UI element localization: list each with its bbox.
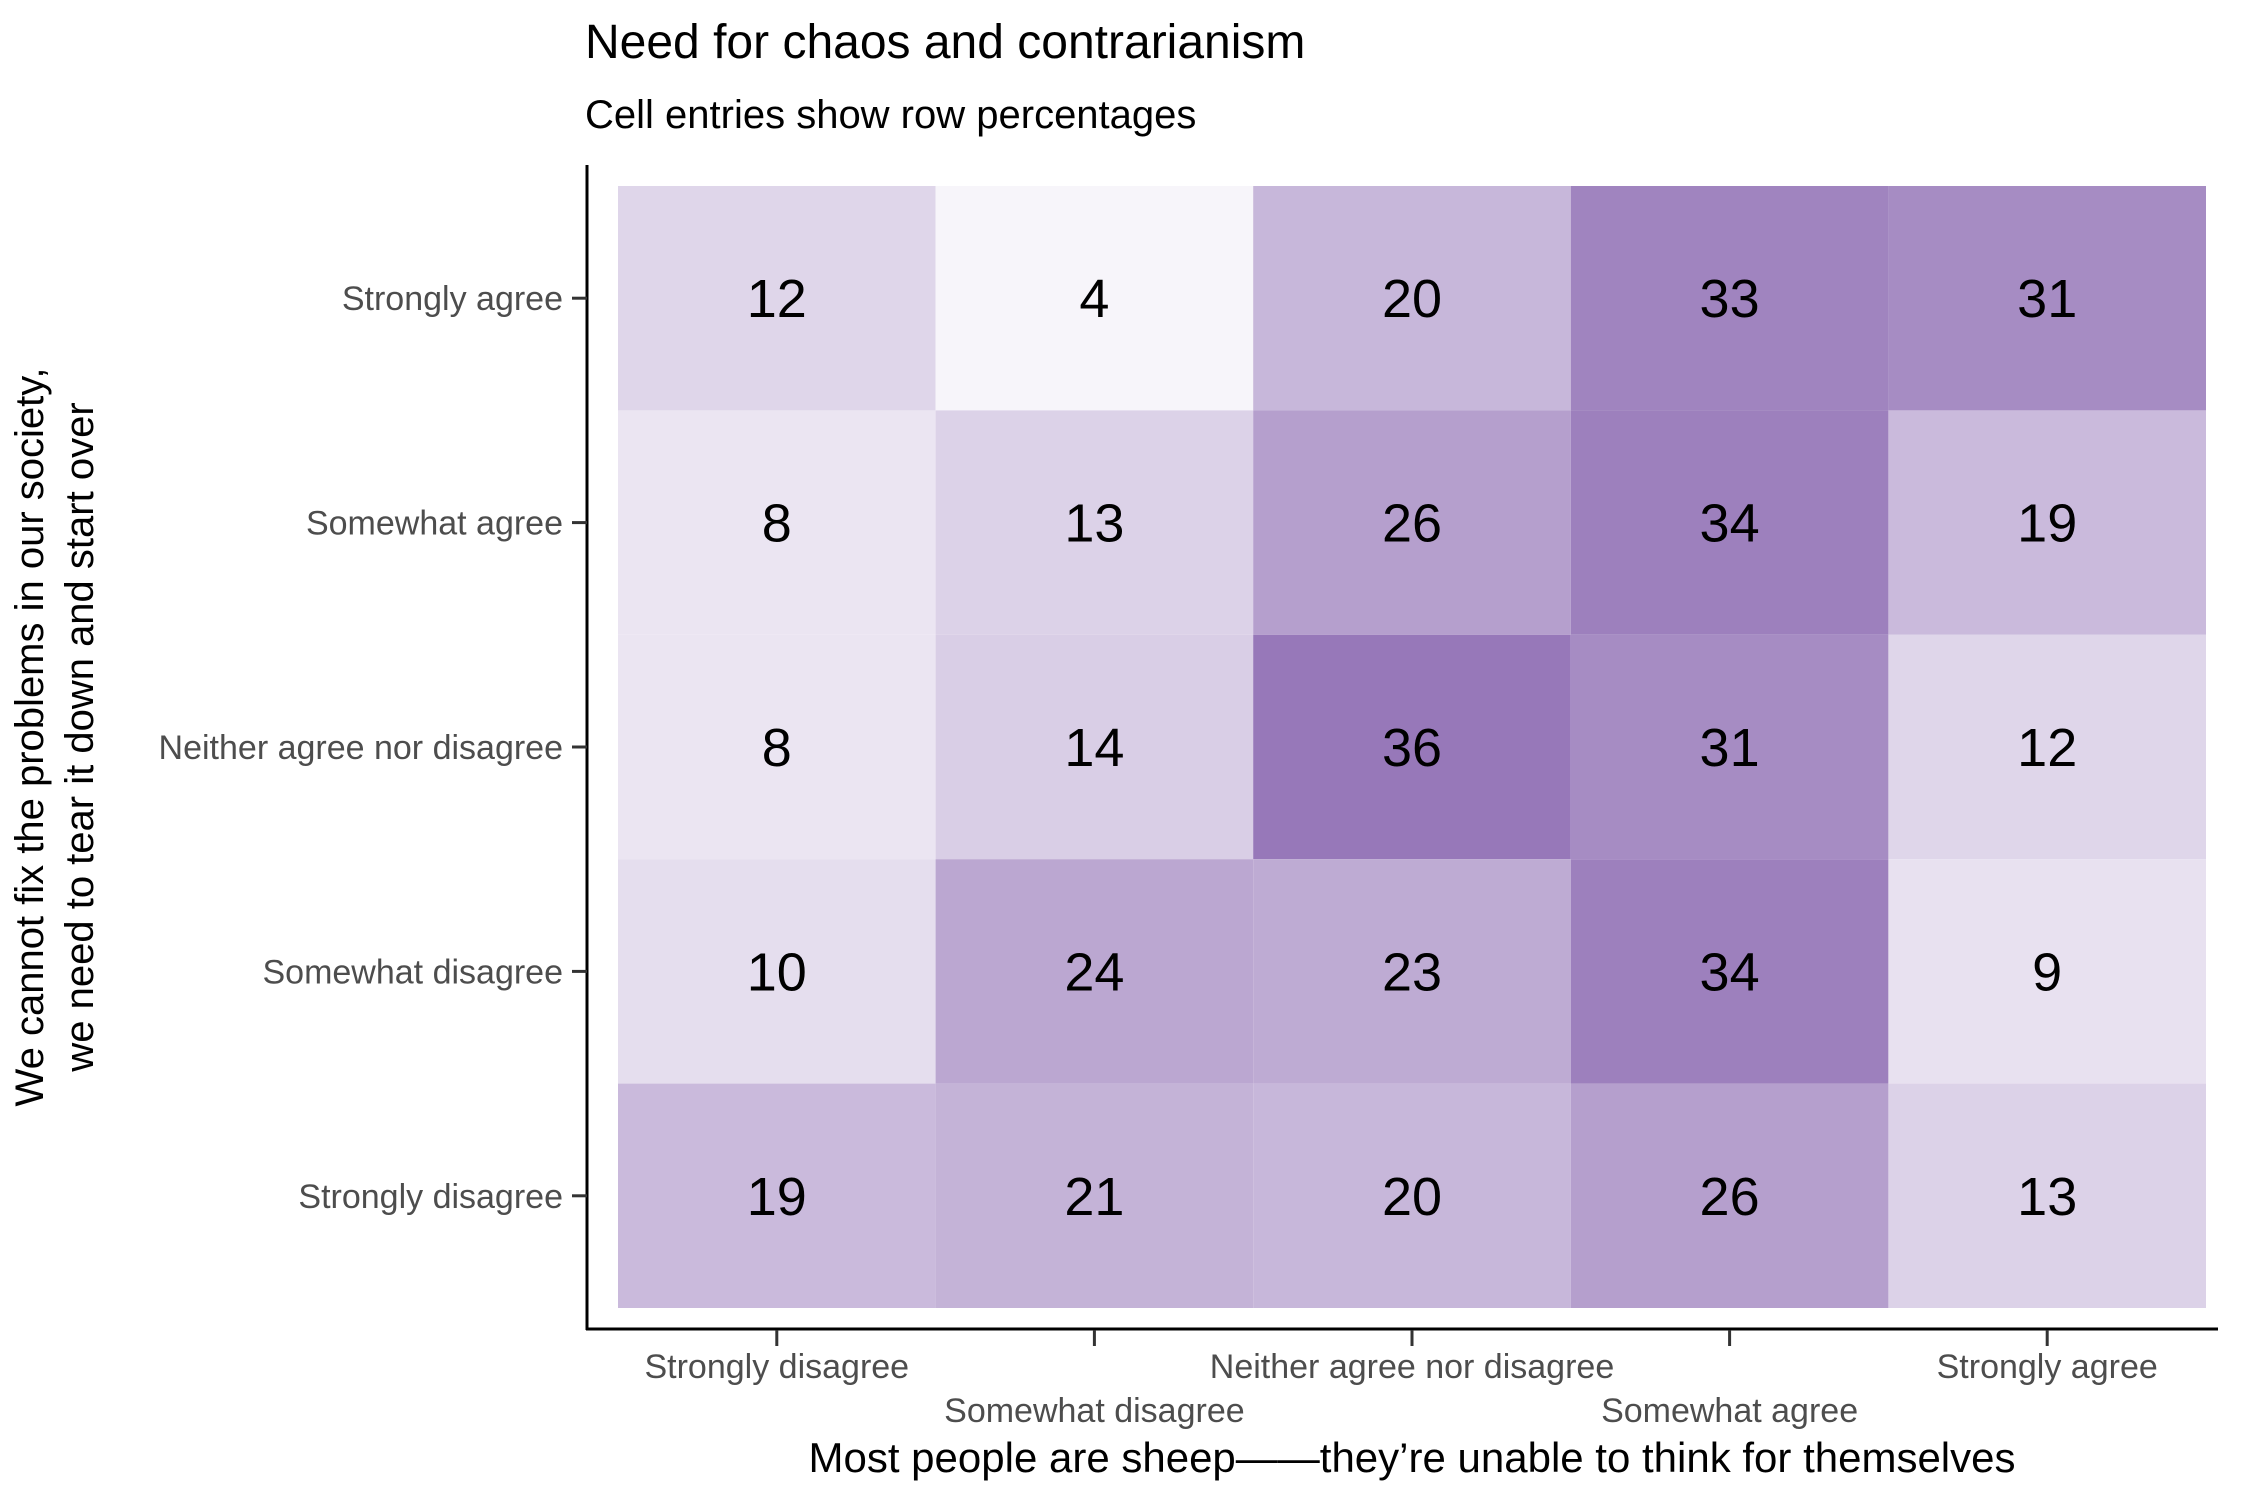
cell-value-label: 34 bbox=[1700, 942, 1760, 1002]
y-axis-title-line-2: we need to tear it down and start over bbox=[58, 402, 102, 1072]
heatmap-cell-r5-c1 bbox=[618, 1083, 936, 1308]
cell-value-label: 24 bbox=[1064, 942, 1124, 1002]
cell-value-labels: 12 4 20 33 31 8 13 26 34 19 8 14 36 31 12 10 24 23 34 9 19 21… bbox=[747, 269, 2077, 1227]
x-tick-label: Strongly agree bbox=[1937, 1348, 2158, 1386]
cell-value-label: 12 bbox=[2017, 718, 2077, 778]
heatmap-cell-r5-c4 bbox=[1570, 1083, 1889, 1308]
cell-value-label: 34 bbox=[1700, 494, 1760, 554]
cell-value-label: 31 bbox=[1700, 718, 1760, 778]
x-tick-label: Somewhat agree bbox=[1601, 1392, 1858, 1430]
heatmap-cell-r5-c5 bbox=[1888, 1083, 2206, 1308]
cell-value-label: 13 bbox=[1064, 494, 1124, 554]
y-tick-label: Strongly disagree bbox=[298, 1178, 563, 1216]
y-axis-title-line-1: We cannot fix the problems in our societ… bbox=[8, 368, 52, 1107]
heatmap-cell-r2-c3 bbox=[1253, 410, 1571, 635]
cell-value-label: 20 bbox=[1382, 1167, 1442, 1227]
heatmap-cell-r4-c2 bbox=[935, 859, 1254, 1084]
cell-value-label: 26 bbox=[1382, 494, 1442, 554]
heatmap-cell-r3-c3 bbox=[1253, 634, 1571, 860]
y-tick-label: Somewhat disagree bbox=[262, 953, 563, 991]
heatmap-cell-r1-c3 bbox=[1253, 186, 1571, 411]
heatmap-cell-r2-c4 bbox=[1570, 410, 1889, 635]
y-tick-label: Strongly agree bbox=[342, 280, 563, 318]
cell-value-label: 8 bbox=[762, 494, 792, 554]
x-axis-title: Most people are sheep——they’re unable to… bbox=[809, 1434, 2016, 1481]
cell-value-label: 21 bbox=[1064, 1167, 1124, 1227]
heatmap-cell-r1-c5 bbox=[1888, 186, 2206, 411]
x-axis-ticks: Strongly disagree Somewhat disagree Neithe… bbox=[644, 1330, 2158, 1430]
cell-value-label: 31 bbox=[2017, 269, 2077, 329]
heatmap-cell-r4-c5 bbox=[1888, 859, 2206, 1084]
heatmap-cell-r4-c3 bbox=[1253, 859, 1571, 1084]
heatmap-cell-r3-c2 bbox=[935, 634, 1254, 860]
cell-value-label: 23 bbox=[1382, 942, 1442, 1002]
cell-value-label: 4 bbox=[1079, 269, 1109, 329]
cell-value-label: 20 bbox=[1382, 269, 1442, 329]
cell-value-label: 19 bbox=[747, 1167, 807, 1227]
cell-value-label: 19 bbox=[2017, 494, 2077, 554]
heatmap-cell-r3-c4 bbox=[1570, 634, 1889, 860]
y-axis-title: We cannot fix the problems in our societ… bbox=[8, 368, 102, 1107]
chart-title: Need for chaos and contrarianism bbox=[585, 16, 1305, 69]
y-tick-label: Somewhat agree bbox=[306, 505, 563, 543]
heatmap-cells bbox=[618, 186, 2206, 1308]
cell-value-label: 14 bbox=[1064, 718, 1124, 778]
heatmap-cell-r1-c4 bbox=[1570, 186, 1889, 411]
heatmap-cell-r2-c1 bbox=[618, 410, 936, 635]
cell-value-label: 12 bbox=[747, 269, 807, 329]
heatmap-cell-r3-c5 bbox=[1888, 634, 2206, 860]
y-tick-label: Neither agree nor disagree bbox=[159, 729, 563, 767]
chart-subtitle: Cell entries show row percentages bbox=[585, 93, 1196, 137]
heatmap-cell-r4-c1 bbox=[618, 859, 936, 1084]
heatmap-cell-r5-c2 bbox=[935, 1083, 1254, 1308]
cell-value-label: 8 bbox=[762, 718, 792, 778]
cell-value-label: 9 bbox=[2032, 942, 2062, 1002]
heatmap-cell-r1-c2 bbox=[935, 186, 1254, 411]
heatmap-cell-r3-c1 bbox=[618, 634, 936, 860]
cell-value-label: 26 bbox=[1700, 1167, 1760, 1227]
heatmap-cell-r4-c4 bbox=[1570, 859, 1889, 1084]
cell-value-label: 33 bbox=[1700, 269, 1760, 329]
x-tick-label: Strongly disagree bbox=[644, 1348, 909, 1386]
x-tick-label: Somewhat disagree bbox=[944, 1392, 1245, 1430]
heatmap-cell-r2-c5 bbox=[1888, 410, 2206, 635]
x-tick-label: Neither agree nor disagree bbox=[1210, 1348, 1614, 1386]
heatmap-cell-r5-c3 bbox=[1253, 1083, 1571, 1308]
cell-value-label: 13 bbox=[2017, 1167, 2077, 1227]
cell-value-label: 36 bbox=[1382, 718, 1442, 778]
heatmap-cell-r1-c1 bbox=[618, 186, 936, 411]
y-axis-ticks: Strongly agree Somewhat agree Neither agre… bbox=[159, 280, 587, 1216]
cell-value-label: 10 bbox=[747, 942, 807, 1002]
heatmap-cell-r2-c2 bbox=[935, 410, 1254, 635]
